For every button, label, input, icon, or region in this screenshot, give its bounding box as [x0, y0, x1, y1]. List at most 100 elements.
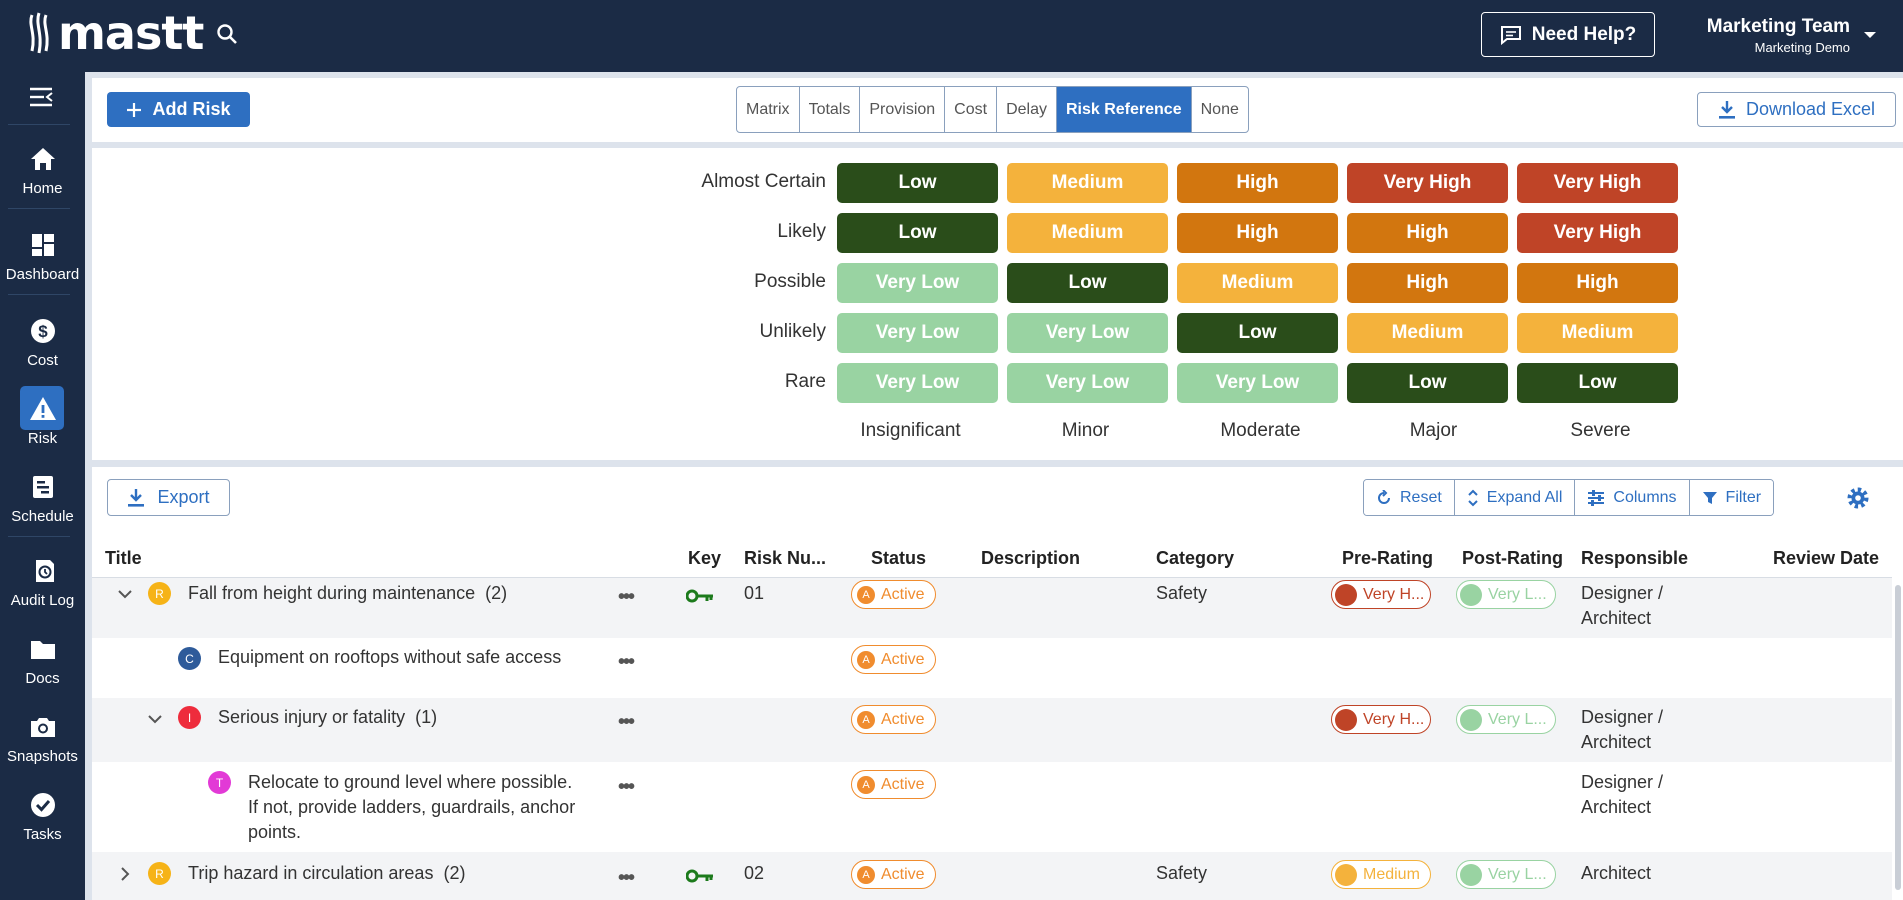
key-icon — [686, 869, 713, 883]
row-title-line: points. — [248, 822, 302, 842]
reset-button[interactable]: Reset — [1364, 480, 1455, 515]
sidebar-item-home[interactable]: Home — [0, 144, 85, 197]
column-header-pre-rating[interactable]: Pre-Rating — [1342, 548, 1434, 568]
columns-button[interactable]: Columns — [1575, 480, 1690, 515]
sidebar-item-docs[interactable]: Docs — [0, 634, 85, 687]
matrix-cell[interactable]: Low — [1177, 313, 1338, 353]
more-options-icon[interactable]: ••• — [618, 651, 635, 673]
column-header-title[interactable]: Title — [105, 548, 142, 568]
matrix-cell[interactable]: Low — [1007, 263, 1168, 303]
sidebar-item-dashboard[interactable]: Dashboard — [0, 230, 85, 283]
tab-matrix[interactable]: Matrix — [737, 87, 800, 132]
filter-button[interactable]: Filter — [1689, 480, 1774, 515]
matrix-cell[interactable]: High — [1177, 213, 1338, 253]
status-badge[interactable]: A Active — [851, 580, 936, 609]
sidebar-item-audit-log[interactable]: Audit Log — [0, 556, 85, 609]
more-options-icon[interactable]: ••• — [618, 711, 635, 733]
status-letter: A — [857, 650, 875, 669]
matrix-cell[interactable]: Very Low — [1177, 363, 1338, 403]
status-badge[interactable]: A Active — [851, 705, 936, 734]
matrix-cell[interactable]: Medium — [1177, 263, 1338, 303]
caret-down-icon[interactable] — [1863, 30, 1877, 40]
add-risk-button[interactable]: Add Risk — [107, 92, 250, 127]
tab-risk-reference[interactable]: Risk Reference — [1056, 87, 1192, 132]
vertical-scrollbar[interactable] — [1895, 585, 1901, 890]
tab-none[interactable]: None — [1200, 101, 1239, 118]
table-row[interactable] — [92, 698, 1892, 762]
tab-delay[interactable]: Delay — [997, 87, 1057, 132]
row-title[interactable]: Fall from height during maintenance (2) — [188, 581, 507, 606]
matrix-cell[interactable]: Medium — [1007, 213, 1168, 253]
sidebar-divider — [8, 294, 70, 295]
matrix-cell[interactable]: Very Low — [1007, 313, 1168, 353]
matrix-cell[interactable]: High — [1517, 263, 1678, 303]
column-header-category[interactable]: Category — [1156, 548, 1235, 568]
logo[interactable]: mastt — [28, 10, 204, 56]
matrix-cell[interactable]: Medium — [1007, 163, 1168, 203]
responsible-line: Architect — [1581, 608, 1652, 628]
matrix-cell[interactable]: Low — [837, 213, 998, 253]
row-title[interactable]: Serious injury or fatality (1) — [218, 705, 437, 730]
tab-provision[interactable]: Provision — [860, 87, 946, 132]
column-header-review-date[interactable]: Review Date — [1773, 548, 1880, 568]
responsible: Designer / Architect — [1581, 581, 1663, 631]
row-title[interactable]: Trip hazard in circulation areas (2) — [188, 861, 465, 886]
more-options-icon[interactable]: ••• — [618, 867, 635, 889]
column-header-risk-number[interactable]: Risk Nu... — [744, 548, 827, 568]
tab-totals[interactable]: Totals — [800, 87, 861, 132]
export-button[interactable]: Export — [107, 479, 230, 516]
status-badge[interactable]: A Active — [851, 770, 936, 799]
avatar: I — [178, 706, 201, 729]
column-header-key[interactable]: Key — [688, 548, 722, 568]
expand-all-button[interactable]: Expand All — [1454, 480, 1576, 515]
tab-cost[interactable]: Cost — [945, 87, 998, 132]
table-row[interactable] — [92, 638, 1892, 698]
matrix-cell[interactable]: Very High — [1517, 163, 1678, 203]
matrix-cell[interactable]: Very High — [1347, 163, 1508, 203]
matrix-cell[interactable]: Very Low — [837, 263, 998, 303]
matrix-cell[interactable]: High — [1347, 263, 1508, 303]
row-title[interactable]: Relocate to ground level where possible.… — [248, 770, 575, 845]
search-icon[interactable] — [216, 23, 238, 45]
row-title[interactable]: Equipment on rooftops without safe acces… — [218, 647, 562, 667]
matrix-cell[interactable]: High — [1347, 213, 1508, 253]
matrix-cell[interactable]: Very Low — [837, 363, 998, 403]
matrix-cell[interactable]: Very Low — [837, 313, 998, 353]
plus-icon — [127, 102, 142, 117]
sidebar-item-snapshots[interactable]: Snapshots — [0, 712, 85, 765]
need-help-button[interactable]: Need Help? — [1481, 12, 1655, 57]
status-badge[interactable]: A Active — [851, 860, 936, 889]
column-header-responsible[interactable]: Responsible — [1581, 548, 1689, 568]
gear-icon[interactable] — [1845, 485, 1871, 511]
more-options-icon[interactable]: ••• — [618, 586, 635, 608]
matrix-cell[interactable]: Medium — [1517, 313, 1678, 353]
chevron-down-icon[interactable] — [117, 588, 133, 600]
collapse-menu-icon[interactable] — [28, 86, 54, 108]
more-options-icon[interactable]: ••• — [618, 776, 635, 798]
table-row[interactable] — [92, 762, 1892, 852]
sidebar-item-cost[interactable]: $ Cost — [0, 316, 85, 369]
download-excel-button[interactable]: Download Excel — [1697, 92, 1896, 127]
download-icon — [128, 488, 145, 507]
column-header-description[interactable]: Description — [981, 548, 1081, 568]
sidebar-item-schedule[interactable]: Schedule — [0, 472, 85, 525]
rating-dot — [1460, 583, 1482, 606]
column-header-post-rating[interactable]: Post-Rating — [1462, 548, 1563, 568]
matrix-cell[interactable]: Very High — [1517, 213, 1678, 253]
chevron-down-icon[interactable] — [147, 713, 163, 725]
matrix-cell[interactable]: Low — [1517, 363, 1678, 403]
chevron-right-icon[interactable] — [119, 866, 131, 882]
table-row[interactable] — [92, 852, 1892, 900]
sidebar-item-tasks[interactable]: Tasks — [0, 790, 85, 843]
column-header-status[interactable]: Status — [871, 548, 927, 568]
matrix-cell[interactable]: Very Low — [1007, 363, 1168, 403]
matrix-cell[interactable]: Medium — [1347, 313, 1508, 353]
status-badge[interactable]: A Active — [851, 645, 936, 674]
sidebar-item-risk[interactable]: Risk — [0, 386, 85, 447]
matrix-cell[interactable]: Low — [837, 163, 998, 203]
team-switcher[interactable]: Marketing Team Marketing Demo — [1690, 16, 1850, 55]
matrix-cell[interactable]: Low — [1347, 363, 1508, 403]
row-title-line: Relocate to ground level where possible. — [248, 772, 573, 792]
table-row[interactable] — [92, 578, 1892, 638]
matrix-cell[interactable]: High — [1177, 163, 1338, 203]
